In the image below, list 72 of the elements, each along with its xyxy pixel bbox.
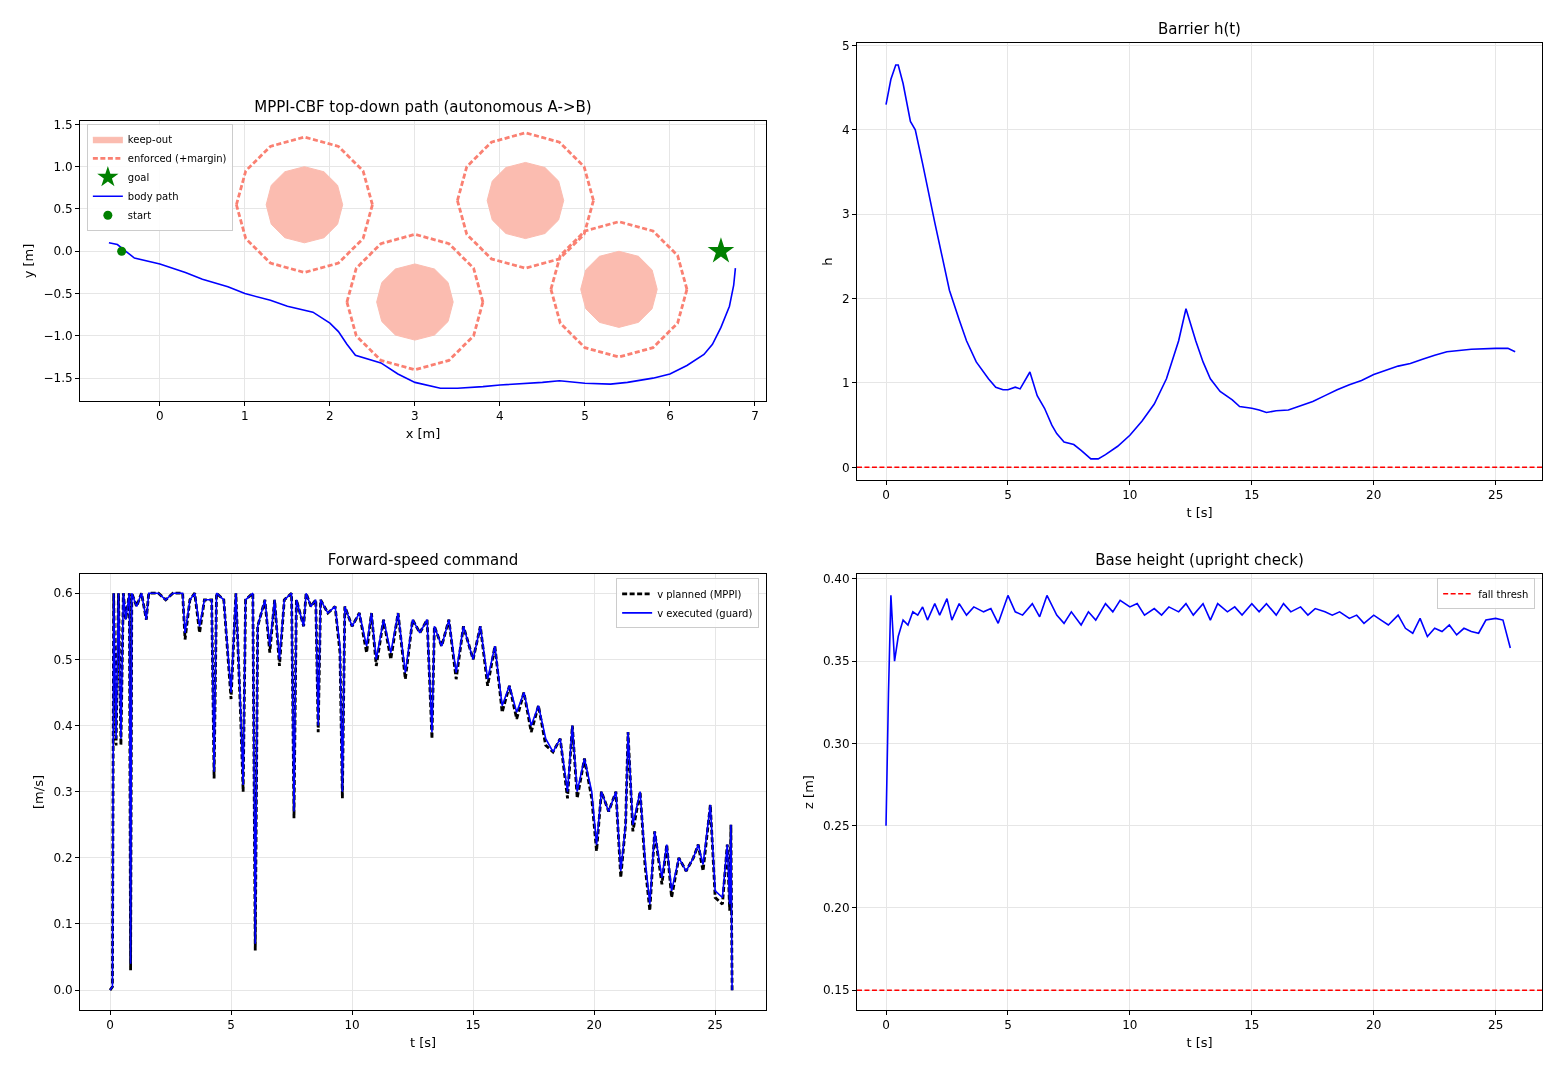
y-tick-label: −1.0 bbox=[43, 329, 73, 344]
y-tick-label: 0.4 bbox=[53, 718, 73, 733]
y-tick-label: 5 bbox=[841, 38, 850, 53]
y-tick-label: 0.40 bbox=[822, 572, 850, 587]
x-tick-label: 5 bbox=[1004, 1018, 1012, 1033]
y-tick-label: 0.2 bbox=[53, 851, 73, 866]
y-tick-label: 0.30 bbox=[822, 736, 850, 751]
chart-title: MPPI-CBF top-down path (autonomous A->B) bbox=[254, 97, 592, 116]
y-axis-title: z [m] bbox=[800, 775, 816, 809]
x-tick-label: 25 bbox=[1488, 1018, 1504, 1033]
legend-label: start bbox=[127, 210, 152, 222]
y-tick-label: 4 bbox=[841, 123, 850, 138]
x-tick-label: 25 bbox=[1488, 488, 1504, 503]
x-tick-label: 7 bbox=[751, 409, 759, 424]
y-tick-label: 3 bbox=[841, 207, 850, 222]
legend-label: body path bbox=[127, 191, 179, 203]
x-tick-label: 0 bbox=[882, 488, 890, 503]
y-tick-label: 0.0 bbox=[53, 244, 73, 259]
x-tick-label: 20 bbox=[586, 1018, 602, 1033]
x-axis-title: x [m] bbox=[405, 426, 441, 441]
x-tick-label: 5 bbox=[581, 409, 589, 424]
chart-title: Barrier h(t) bbox=[1158, 19, 1241, 38]
x-tick-label: 5 bbox=[1004, 488, 1012, 503]
x-tick-label: 2 bbox=[326, 409, 334, 424]
y-tick-label: 2 bbox=[841, 291, 850, 306]
x-axis-title: t [s] bbox=[1186, 1035, 1213, 1050]
legend-label: enforced (+margin) bbox=[127, 153, 227, 165]
x-tick-label: 10 bbox=[1122, 488, 1138, 503]
y-tick-label: −1.5 bbox=[43, 371, 73, 386]
y-tick-label: 0.3 bbox=[53, 784, 73, 799]
x-tick-label: 15 bbox=[465, 1018, 481, 1033]
x-tick-label: 20 bbox=[1366, 488, 1382, 503]
y-tick-label: 1 bbox=[841, 376, 850, 391]
x-tick-label: 15 bbox=[1244, 488, 1260, 503]
y-tick-label: 0 bbox=[841, 460, 850, 475]
y-axis-title: h bbox=[819, 257, 835, 266]
y-tick-label: −0.5 bbox=[43, 286, 73, 301]
x-tick-label: 6 bbox=[666, 409, 674, 424]
y-axis-title: [m/s] bbox=[31, 775, 47, 809]
y-tick-label: 0.20 bbox=[822, 901, 850, 916]
x-tick-label: 0 bbox=[882, 1018, 890, 1033]
x-tick-label: 3 bbox=[411, 409, 419, 424]
chart-title: Base height (upright check) bbox=[1095, 550, 1304, 569]
y-tick-label: 0.25 bbox=[822, 818, 850, 833]
x-axis-title: t [s] bbox=[1186, 505, 1213, 520]
x-tick-label: 10 bbox=[344, 1018, 360, 1033]
x-tick-label: 0 bbox=[106, 1018, 114, 1033]
x-tick-label: 5 bbox=[227, 1018, 235, 1033]
y-tick-label: 0.5 bbox=[53, 202, 73, 217]
chart-title: Forward-speed command bbox=[327, 550, 519, 569]
x-tick-label: 20 bbox=[1366, 1018, 1382, 1033]
x-tick-label: 4 bbox=[496, 409, 504, 424]
legend-label: goal bbox=[127, 172, 150, 184]
y-tick-label: 0.0 bbox=[53, 983, 73, 998]
legend-label: v planned (MPPI) bbox=[657, 588, 742, 600]
x-tick-label: 25 bbox=[707, 1018, 723, 1033]
legend-label: v executed (guard) bbox=[657, 607, 753, 619]
y-axis-title: y [m] bbox=[21, 243, 37, 279]
y-tick-label: 0.15 bbox=[822, 983, 850, 998]
x-axis-title: t [s] bbox=[409, 1035, 437, 1050]
x-tick-label: 10 bbox=[1122, 1018, 1138, 1033]
x-tick-label: 1 bbox=[241, 409, 249, 424]
y-tick-label: 0.35 bbox=[822, 654, 850, 669]
y-tick-label: 1.0 bbox=[53, 159, 73, 174]
x-tick-label: 15 bbox=[1244, 1018, 1260, 1033]
y-tick-label: 0.5 bbox=[53, 652, 73, 667]
legend-label: fall thresh bbox=[1478, 588, 1529, 600]
y-tick-label: 1.5 bbox=[53, 117, 73, 132]
x-tick-label: 0 bbox=[156, 409, 164, 424]
y-tick-label: 0.6 bbox=[53, 586, 73, 601]
y-tick-label: 0.1 bbox=[53, 917, 73, 932]
legend-label: keep-out bbox=[127, 134, 173, 146]
